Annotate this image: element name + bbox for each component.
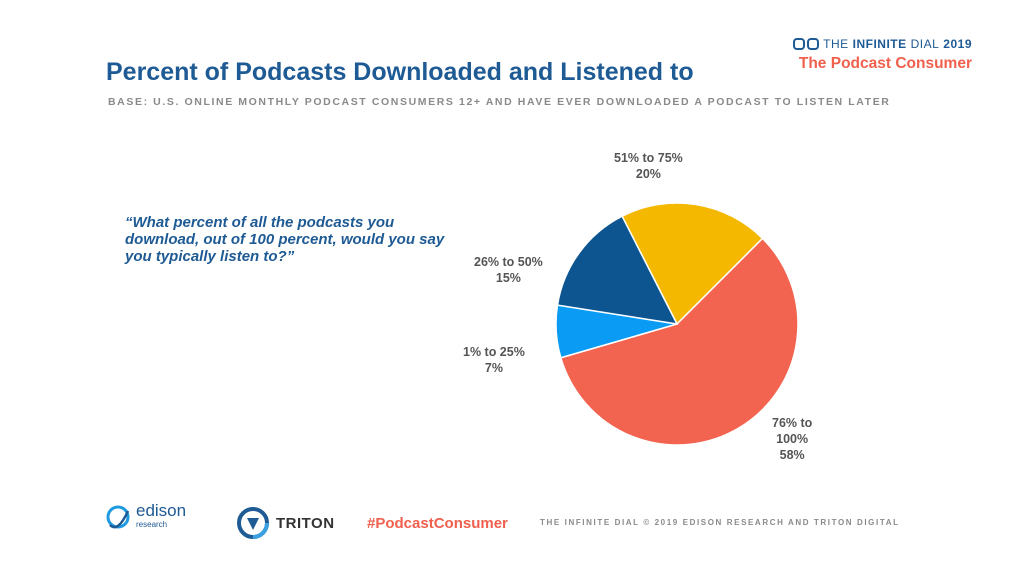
slice-label-76-100: 76% to 100% 58% [772, 415, 812, 463]
slice-label-51-75-value: 20% [635, 167, 661, 181]
triton-logo: TRITON [236, 506, 335, 540]
infinite-dial-icon [793, 38, 820, 50]
survey-question: “What percent of all the podcasts you do… [125, 214, 445, 265]
brand-suffix: DIAL [910, 37, 940, 51]
copyright: THE INFINITE DIAL © 2019 EDISON RESEARCH… [540, 518, 900, 527]
slice-label-1-25: 1% to 25% 7% [463, 344, 525, 376]
slice-label-76-100-range-b: 100% [776, 432, 809, 446]
slice-label-26-50-value: 15% [495, 271, 521, 285]
pie-slice-26-to-50- [556, 215, 679, 325]
brand-line: THE INFINITE DIAL 2019 [793, 37, 972, 51]
slice-label-1-25-value: 7% [484, 361, 503, 375]
brand-block: THE INFINITE DIAL 2019 The Podcast Consu… [793, 37, 972, 73]
brand-prefix: THE [823, 37, 849, 51]
slice-label-26-50-range: 26% to 50% [474, 255, 543, 269]
triton-wordmark: TRITON [276, 514, 335, 532]
edison-sub: research [136, 520, 168, 529]
slice-label-26-50: 26% to 50% 15% [474, 254, 543, 286]
slice-label-76-100-range-a: 76% to [772, 416, 813, 430]
slice-label-76-100-value: 58% [779, 448, 805, 462]
edison-name: edison [136, 501, 187, 520]
edison-wordmark: edison research [136, 501, 187, 532]
edison-icon [106, 505, 130, 529]
hashtag: #PodcastConsumer [367, 515, 508, 532]
slice-label-51-75: 51% to 75% 20% [614, 150, 683, 182]
pie-slice-76-to-100- [559, 237, 799, 446]
slice-label-51-75-range: 51% to 75% [614, 151, 683, 165]
slice-label-1-25-range: 1% to 25% [463, 345, 525, 359]
page-title: Percent of Podcasts Downloaded and Liste… [106, 58, 694, 86]
brand-name: INFINITE [852, 37, 907, 51]
brand-year: 2019 [943, 37, 972, 51]
brand-subtitle: The Podcast Consumer [798, 55, 972, 72]
edison-logo: edison research [106, 501, 187, 533]
pie-slice-51-to-75- [621, 202, 764, 326]
triton-icon [237, 507, 269, 539]
base-note: BASE: U.S. ONLINE MONTHLY PODCAST CONSUM… [108, 96, 891, 108]
